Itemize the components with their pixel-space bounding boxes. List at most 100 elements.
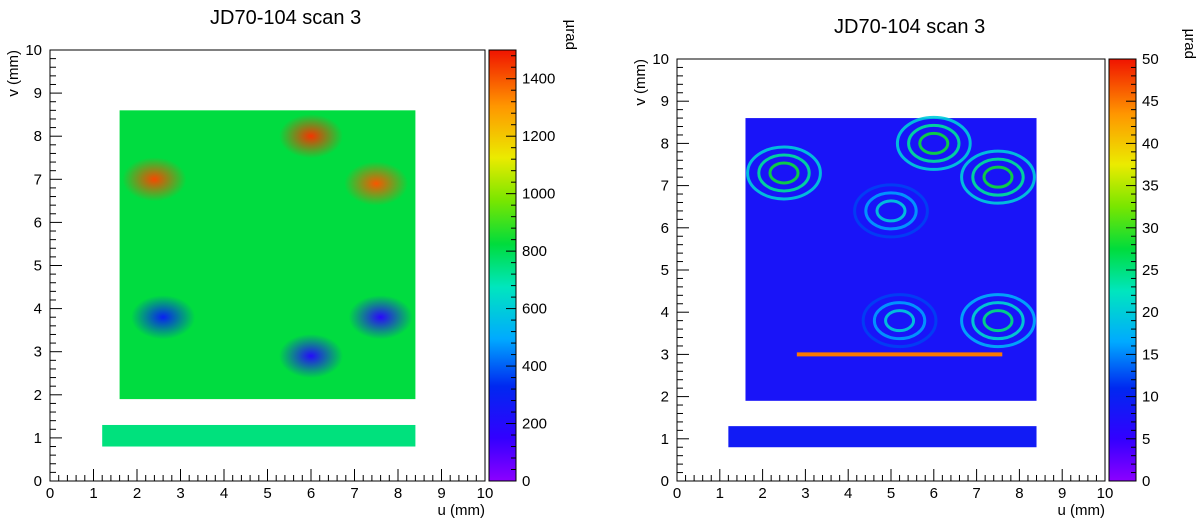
x-tick-label: 8: [1015, 485, 1023, 502]
y-tick-label: 8: [661, 135, 669, 152]
contour-ring: [853, 183, 929, 239]
y-tick-label: 2: [661, 389, 669, 406]
colorbar-tick-label: 600: [522, 301, 547, 318]
y-tick-label: 9: [34, 85, 42, 102]
x-tick-label: 3: [176, 485, 184, 502]
x-tick-label: 0: [673, 485, 681, 502]
contour-ring: [757, 153, 811, 193]
x-tick-label: 6: [930, 485, 938, 502]
y-tick-label: 0: [34, 473, 42, 490]
x-tick-label: 6: [307, 485, 315, 502]
x-tick-label: 7: [350, 485, 358, 502]
heatmap-layer: [102, 110, 416, 447]
heatmap-hotspot: [122, 157, 187, 202]
contour-ring: [982, 165, 1014, 189]
y-tick-label: 6: [661, 220, 669, 237]
x-tick-label: 1: [89, 485, 97, 502]
contour-ring: [960, 149, 1036, 205]
contour-ring: [768, 161, 800, 185]
colorbar-tick-label: 1400: [522, 71, 555, 88]
contour-ring: [875, 199, 907, 223]
y-tick-label: 3: [661, 346, 669, 363]
heatmap-hotspot: [131, 295, 196, 340]
contour-ring: [971, 301, 1025, 341]
y-tick-label: 5: [34, 258, 42, 275]
colorbar: [488, 49, 517, 482]
y-tick-label: 0: [661, 473, 669, 490]
chart-left: JD70-104 scan 3 0 1 2 3 4 5 6 7 8 9 10 0 1 2 3 4 5 6 7 8 9 10…: [0, 0, 600, 523]
x-tick-label: 1: [716, 485, 724, 502]
contour-ring: [960, 293, 1036, 349]
chart-title: JD70-104 scan 3: [834, 16, 986, 38]
chart-right: JD70-104 scan 3 0 1 2 3 4 5 6 7 8 9 10 0 1 2 3 4 5 6 7 8 9 10…: [601, 0, 1203, 523]
y-tick-label: 6: [34, 214, 42, 231]
heatmap-region: [102, 424, 416, 447]
x-axis-title: u (mm): [438, 502, 486, 519]
y-tick-label: 1: [661, 431, 669, 448]
x-tick-label: 10: [477, 485, 494, 502]
colorbar-tick-label: 40: [1142, 135, 1159, 152]
y-tick-label: 1: [34, 430, 42, 447]
colorbar-tick-label: 15: [1142, 346, 1159, 363]
x-tick-label: 2: [758, 485, 766, 502]
colorbar-tick-label: 0: [522, 473, 530, 490]
colorbar-tick-label: 200: [522, 416, 547, 433]
colorbar-tick-label: 0: [1142, 473, 1150, 490]
x-tick-label: 2: [133, 485, 141, 502]
contour-ring: [907, 123, 961, 163]
contour-ring: [971, 157, 1025, 197]
x-tick-label: 7: [972, 485, 980, 502]
colorbar-tick-label: 800: [522, 243, 547, 260]
y-tick-label: 10: [25, 42, 42, 59]
heatmap-hotspot: [279, 114, 343, 159]
x-tick-label: 8: [394, 485, 402, 502]
contour-ring: [918, 131, 950, 155]
x-tick-label: 5: [887, 485, 895, 502]
y-tick-label: 2: [34, 387, 42, 404]
x-tick-label: 9: [437, 485, 445, 502]
x-tick-label: 4: [844, 485, 852, 502]
x-tick-label: 5: [263, 485, 271, 502]
contour-ring: [746, 145, 822, 201]
colorbar-tick-label: 400: [522, 358, 547, 375]
y-tick-label: 7: [34, 171, 42, 188]
colorbar-tick-label: 25: [1142, 262, 1159, 279]
colorbar-tick-label: 45: [1142, 93, 1159, 110]
colorbar-tick-label: 35: [1142, 178, 1159, 195]
colorbar-tick-label: 1000: [522, 186, 555, 203]
heatmap-hotspot: [348, 295, 413, 340]
colorbar-title: µrad: [1181, 29, 1198, 59]
x-axis-title: u (mm): [1058, 502, 1106, 519]
colorbar-tick-label: 5: [1142, 431, 1150, 448]
contour-ring: [884, 309, 916, 333]
y-tick-label: 3: [34, 344, 42, 361]
x-tick-label: 10: [1097, 485, 1114, 502]
y-tick-label: 4: [34, 301, 42, 318]
heatmap-hotspot: [344, 161, 409, 206]
x-tick-label: 0: [46, 485, 54, 502]
contour-ring: [864, 191, 918, 231]
colorbar-tick-label: 30: [1142, 220, 1159, 237]
colorbar-tick-label: 10: [1142, 389, 1159, 406]
x-tick-label: 4: [220, 485, 228, 502]
y-tick-label: 7: [661, 178, 669, 195]
colorbar-tick-label: 1200: [522, 128, 555, 145]
heatmap-region: [119, 110, 416, 400]
colorbar-tick-label: 50: [1142, 51, 1159, 68]
y-tick-label: 9: [661, 93, 669, 110]
x-tick-label: 9: [1058, 485, 1066, 502]
y-axis-title: v (mm): [5, 50, 22, 97]
heatmap-region: [728, 426, 1037, 448]
x-tick-label: 3: [801, 485, 809, 502]
heatmap-hotspot: [279, 334, 343, 379]
y-tick-label: 8: [34, 128, 42, 145]
y-tick-label: 4: [661, 304, 669, 321]
heatmap-layer: [728, 115, 1037, 448]
y-tick-label: 10: [652, 51, 669, 68]
contour-ring: [872, 301, 927, 341]
y-tick-label: 5: [661, 262, 669, 279]
contour-ring: [982, 309, 1014, 333]
colorbar-tick-label: 20: [1142, 304, 1159, 321]
